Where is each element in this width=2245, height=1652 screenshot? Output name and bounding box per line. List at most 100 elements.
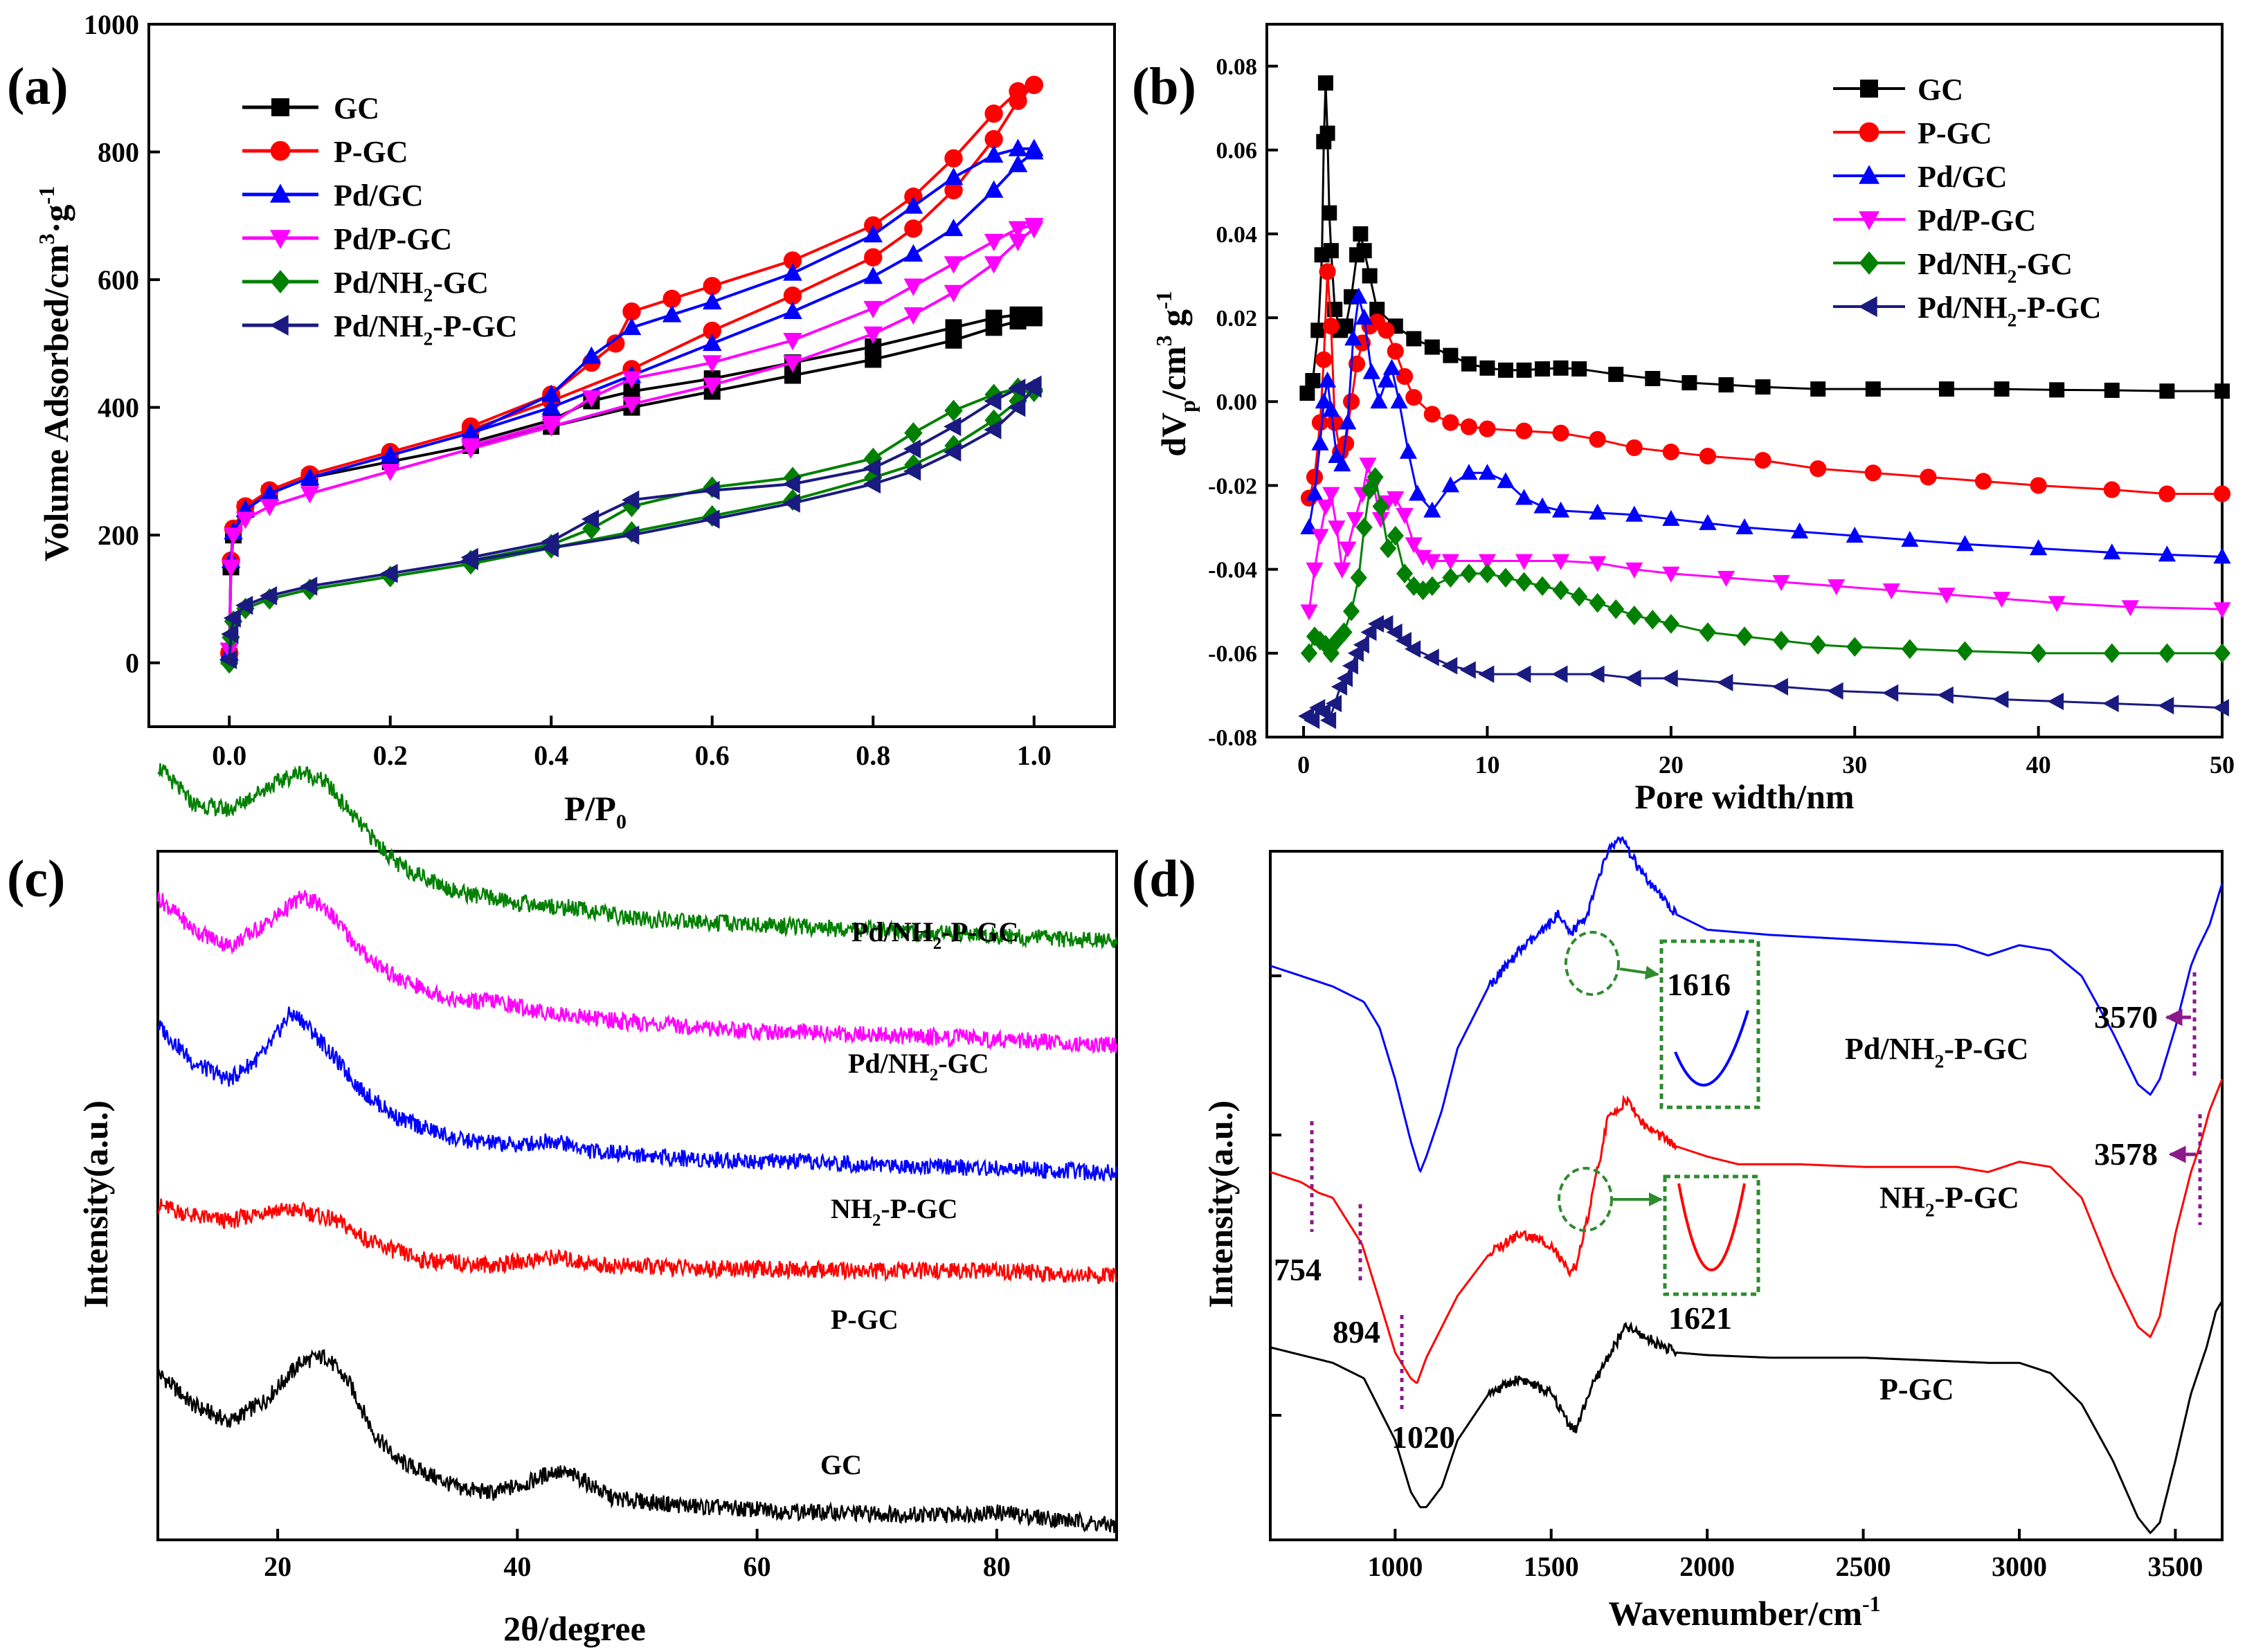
- data-point: [783, 301, 802, 320]
- data-point: [1827, 682, 1843, 700]
- data-point: [863, 266, 883, 284]
- data-point: [1662, 614, 1679, 634]
- data-point: [2103, 643, 2120, 664]
- data-point: [1771, 678, 1788, 696]
- data-point: [2047, 692, 2064, 711]
- data-point: [1405, 389, 1423, 406]
- data-point: [944, 417, 962, 437]
- data-point: [782, 493, 800, 513]
- data-point: [1300, 643, 1318, 664]
- data-point: [1322, 318, 1340, 335]
- data-point: [1424, 339, 1440, 355]
- data-point: [1772, 574, 1790, 592]
- data-point: [1810, 635, 1827, 655]
- data-point: [1009, 306, 1027, 323]
- data-point: [1810, 381, 1826, 397]
- annot-zoom-curve-1621: [1677, 1183, 1746, 1271]
- legend-item-gc: GC: [242, 91, 379, 125]
- data-point: [1323, 243, 1339, 259]
- legend-label-pd-gc: Pd/GC: [334, 179, 424, 212]
- data-point: [864, 248, 883, 266]
- data-point: [1322, 205, 1337, 221]
- data-point: [2121, 600, 2139, 617]
- legend-label-nh2-p-gc: NH2-P-GC: [1879, 1181, 2019, 1220]
- panel-c-label: (c): [7, 850, 65, 908]
- panel-c: (c) 20 40 60 80 GCP-GCNH2-P-GCPd/NH2-GCPd/N…: [7, 763, 1118, 1648]
- b-ytick-label: -0.08: [1208, 725, 1257, 751]
- legend-item-pd-nh2-gc: Pd/NH2-GC: [1833, 247, 2073, 287]
- data-point: [1315, 702, 1331, 721]
- data-point: [1315, 351, 1333, 368]
- legend-item-pd-gc: Pd/GC: [242, 179, 424, 212]
- legend-marker: [271, 98, 289, 116]
- data-point: [1306, 484, 1324, 501]
- data-point: [1362, 268, 1378, 284]
- data-point: [1311, 529, 1329, 545]
- data-point: [1319, 125, 1335, 141]
- data-point: [863, 474, 881, 494]
- data-point: [1478, 665, 1495, 683]
- b-ytick-label: -0.02: [1208, 473, 1257, 499]
- data-point: [1331, 678, 1348, 696]
- data-point: [1535, 361, 1551, 377]
- data-point: [1008, 221, 1028, 239]
- data-point: [1387, 491, 1405, 507]
- data-point: [1699, 514, 1717, 530]
- panel-d-frame: [1269, 850, 2224, 1541]
- panel-a-ylabel: Volume Adsorbed/cm3·g-1: [34, 186, 75, 561]
- data-point: [1608, 366, 1624, 382]
- annot-label-1616: 1616: [1667, 967, 1731, 1002]
- panel-c-xlabel: 2θ/degree: [503, 1609, 646, 1648]
- data-point: [1025, 75, 1043, 94]
- data-point: [1460, 418, 1478, 435]
- data-point: [903, 278, 923, 296]
- series-pd-p-gc: [1300, 457, 2231, 621]
- data-point: [1322, 401, 1340, 417]
- data-point: [1024, 217, 1044, 236]
- data-point: [2029, 539, 2048, 556]
- data-point: [783, 355, 802, 373]
- legend-marker: [269, 315, 289, 336]
- data-point: [1414, 580, 1432, 601]
- c-xtick-label: 20: [264, 1551, 291, 1582]
- annot-circle-1621: [1558, 1167, 1613, 1232]
- data-point: [2213, 485, 2231, 502]
- data-point: [622, 525, 640, 545]
- legend-label-main: Pd/NH: [1845, 1032, 1935, 1066]
- data-point: [221, 624, 239, 644]
- legend-label-sub: 2: [930, 1066, 938, 1084]
- data-point: [1682, 375, 1697, 391]
- series-p-gc: [157, 1198, 1118, 1285]
- legend-label-main: Pd/GC: [1918, 160, 2008, 194]
- data-point: [1320, 711, 1337, 729]
- data-point: [461, 438, 480, 456]
- data-point: [1326, 414, 1344, 431]
- data-point: [1318, 371, 1337, 388]
- data-point: [1333, 455, 1351, 472]
- data-point: [985, 309, 1002, 327]
- data-point: [1442, 414, 1459, 431]
- data-point: [1380, 538, 1397, 559]
- legend-marker: [270, 140, 291, 161]
- data-point: [1399, 442, 1417, 459]
- annot-label-754: 754: [1274, 1252, 1322, 1287]
- legend-label-pd-p-gc: Pd/P-GC: [1918, 203, 2036, 237]
- data-point: [1386, 623, 1403, 642]
- data-point: [1423, 501, 1441, 518]
- data-point: [2103, 543, 2121, 560]
- data-point: [1350, 568, 1367, 588]
- data-point: [1408, 484, 1427, 501]
- data-point: [1589, 592, 1606, 613]
- data-point: [1008, 154, 1028, 172]
- data-point: [702, 377, 722, 395]
- data-point: [1342, 601, 1360, 621]
- data-point: [945, 319, 962, 336]
- legend-item-pd-nh2-p-gc: Pd/NH2-P-GC: [242, 309, 517, 349]
- data-point: [581, 509, 599, 529]
- d-xtick-label: 1000: [1367, 1551, 1423, 1582]
- data-point: [622, 371, 642, 389]
- data-point: [1717, 673, 1733, 691]
- data-point: [260, 498, 280, 517]
- legend-label-main: Pd/NH: [1918, 247, 2008, 281]
- data-point: [703, 277, 721, 296]
